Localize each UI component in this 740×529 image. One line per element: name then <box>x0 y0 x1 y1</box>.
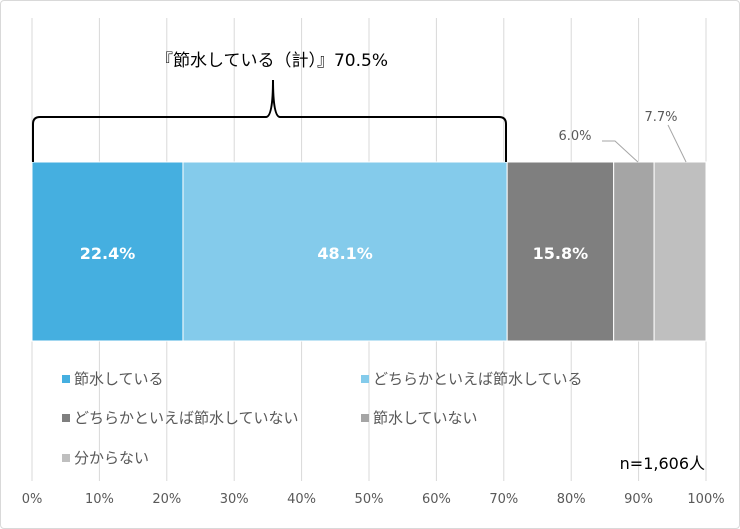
bar-segment <box>653 161 707 342</box>
legend-swatch <box>361 375 369 383</box>
x-tick-label: 60% <box>422 492 451 507</box>
data-label: 6.0% <box>558 129 591 144</box>
data-label: 15.8% <box>533 244 589 263</box>
bracket <box>32 79 507 162</box>
x-tick-label: 30% <box>220 492 249 507</box>
data-label: 7.7% <box>644 110 677 125</box>
x-tick-label: 0% <box>22 492 43 507</box>
x-tick-label: 100% <box>687 492 724 507</box>
x-axis-ticks: 0% 10% 20% 30% 40% 50% 60% 70% 80% 90% 100% <box>22 492 725 507</box>
leader-line <box>667 124 687 163</box>
legend-label: 分からない <box>74 449 149 467</box>
x-tick-label: 80% <box>557 492 586 507</box>
bar-segment <box>31 161 184 342</box>
legend-label: 節水している <box>74 370 164 388</box>
x-tick-label: 20% <box>152 492 181 507</box>
bars: 22.4% 48.1% 15.8% 6.0% 7.7% <box>31 110 707 342</box>
x-tick-label: 50% <box>355 492 384 507</box>
legend-label: どちらかといえば節水していない <box>74 409 299 427</box>
legend-label: 節水していない <box>373 409 478 427</box>
x-tick-label: 90% <box>624 492 653 507</box>
leader-line <box>602 140 639 163</box>
data-label: 22.4% <box>80 244 136 263</box>
x-tick-label: 40% <box>287 492 316 507</box>
legend-swatch <box>62 375 70 383</box>
bar-segment <box>613 161 655 342</box>
legend-label: どちらかといえば節水している <box>373 370 583 388</box>
bracket-annotation: 『節水している（計）』70.5% <box>156 51 388 71</box>
legend-swatch <box>62 454 70 462</box>
legend-swatch <box>361 414 369 422</box>
x-tick-label: 10% <box>85 492 114 507</box>
x-tick-label: 70% <box>489 492 518 507</box>
data-label: 48.1% <box>317 244 373 263</box>
legend-swatch <box>62 414 70 422</box>
sample-size-note: n=1,606人 <box>620 454 705 473</box>
bar-segment <box>506 161 615 342</box>
